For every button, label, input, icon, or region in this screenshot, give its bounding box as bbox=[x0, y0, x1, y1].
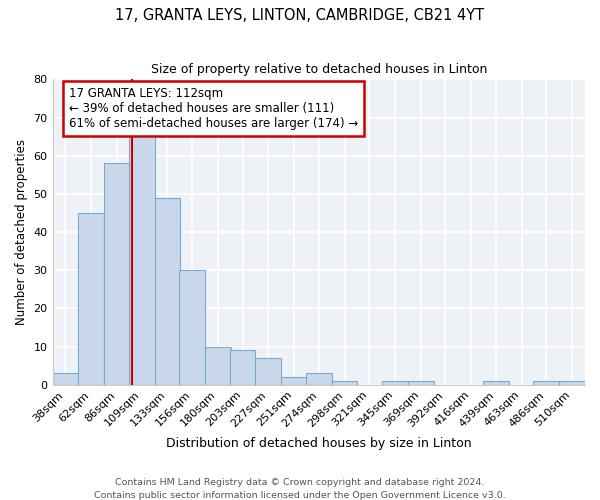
Bar bbox=[483, 381, 509, 385]
Bar bbox=[332, 381, 358, 385]
Bar bbox=[382, 381, 408, 385]
Bar bbox=[533, 381, 559, 385]
Text: 17 GRANTA LEYS: 112sqm
← 39% of detached houses are smaller (111)
61% of semi-de: 17 GRANTA LEYS: 112sqm ← 39% of detached… bbox=[68, 87, 358, 130]
Bar bbox=[230, 350, 256, 385]
X-axis label: Distribution of detached houses by size in Linton: Distribution of detached houses by size … bbox=[166, 437, 472, 450]
Bar bbox=[53, 374, 79, 385]
Text: Contains HM Land Registry data © Crown copyright and database right 2024.
Contai: Contains HM Land Registry data © Crown c… bbox=[94, 478, 506, 500]
Bar bbox=[155, 198, 180, 385]
Bar bbox=[281, 377, 307, 385]
Bar bbox=[408, 381, 434, 385]
Bar bbox=[205, 346, 231, 385]
Text: 17, GRANTA LEYS, LINTON, CAMBRIDGE, CB21 4YT: 17, GRANTA LEYS, LINTON, CAMBRIDGE, CB21… bbox=[115, 8, 485, 22]
Bar bbox=[79, 213, 104, 385]
Bar bbox=[104, 164, 130, 385]
Bar bbox=[179, 270, 205, 385]
Y-axis label: Number of detached properties: Number of detached properties bbox=[15, 139, 28, 325]
Bar bbox=[256, 358, 281, 385]
Title: Size of property relative to detached houses in Linton: Size of property relative to detached ho… bbox=[151, 62, 487, 76]
Bar bbox=[306, 374, 332, 385]
Bar bbox=[129, 133, 155, 385]
Bar bbox=[559, 381, 585, 385]
